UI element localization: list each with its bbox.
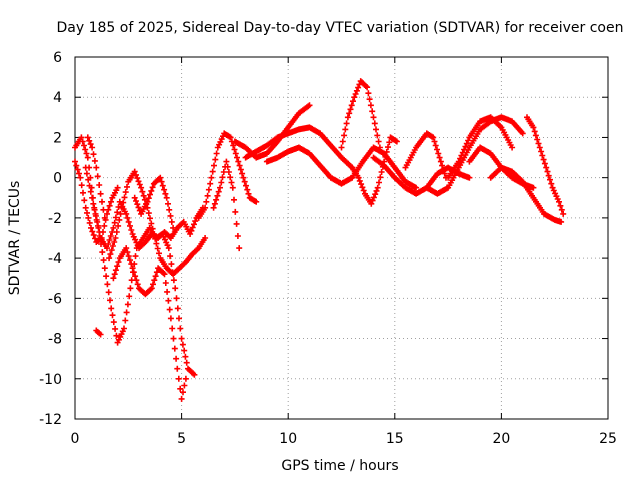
series-arc18 <box>487 164 565 225</box>
series-arc7 <box>210 158 243 252</box>
y-axis-label: SDTVAR / TECUs <box>7 181 23 296</box>
x-tick-label: 20 <box>492 431 510 447</box>
series-arc10 <box>263 144 420 191</box>
y-tick-label: 4 <box>53 90 62 106</box>
y-tick-label: -6 <box>48 291 62 307</box>
series-arc9 <box>242 124 356 171</box>
series-arc6 <box>195 130 260 221</box>
series-marks <box>110 245 189 402</box>
series-arc5 <box>131 174 177 231</box>
series-marks <box>263 144 420 191</box>
axis-ticks <box>74 56 609 420</box>
series-marks <box>423 114 526 197</box>
series-arc11 <box>338 78 383 151</box>
series-marks <box>402 130 449 181</box>
y-tick-labels: -12 -10 -8 -6 -4 -2 0 2 4 6 <box>39 50 62 428</box>
series-marks <box>445 114 516 181</box>
x-tick-label: 25 <box>599 431 617 447</box>
x-tick-label: 15 <box>386 431 404 447</box>
y-tick-label: 0 <box>53 171 62 187</box>
series-arc16 <box>445 114 516 181</box>
series-marks <box>487 164 565 225</box>
y-tick-label: -4 <box>48 251 62 267</box>
chart-title: Day 185 of 2025, Sidereal Day-to-day VTE… <box>57 20 624 36</box>
y-tick-label: -8 <box>48 332 62 348</box>
series-arc21 <box>84 134 108 221</box>
x-axis-label: GPS time / hours <box>281 458 398 474</box>
series-marks <box>242 124 356 171</box>
series-arc14 <box>402 130 449 181</box>
y-tick-label: -10 <box>39 372 62 388</box>
plot-frame <box>74 56 609 420</box>
y-tick-label: -12 <box>39 412 62 428</box>
series-arc3 <box>106 168 209 278</box>
x-tick-label: 10 <box>279 431 297 447</box>
x-tick-label: 0 <box>71 431 80 447</box>
series-arc20 <box>72 158 121 245</box>
y-tick-label: 6 <box>53 50 62 66</box>
series-arc22 <box>93 327 104 338</box>
series-marks <box>84 134 108 221</box>
series-marks <box>210 158 243 252</box>
x-tick-label: 5 <box>177 431 186 447</box>
series-marks <box>72 158 121 245</box>
series-marks <box>195 130 260 221</box>
series-arc15 <box>423 114 526 197</box>
series-marks <box>338 78 383 151</box>
series-marks <box>524 114 567 217</box>
x-tick-labels: 0 5 10 15 20 25 <box>71 431 617 447</box>
series-marks <box>106 168 209 278</box>
series-marks <box>131 174 177 231</box>
series-arc4 <box>110 245 189 402</box>
y-tick-label: -2 <box>48 211 62 227</box>
y-tick-label: 2 <box>53 130 62 146</box>
data-series <box>72 78 567 402</box>
series-marks <box>93 327 104 338</box>
series-arc19 <box>524 114 567 217</box>
